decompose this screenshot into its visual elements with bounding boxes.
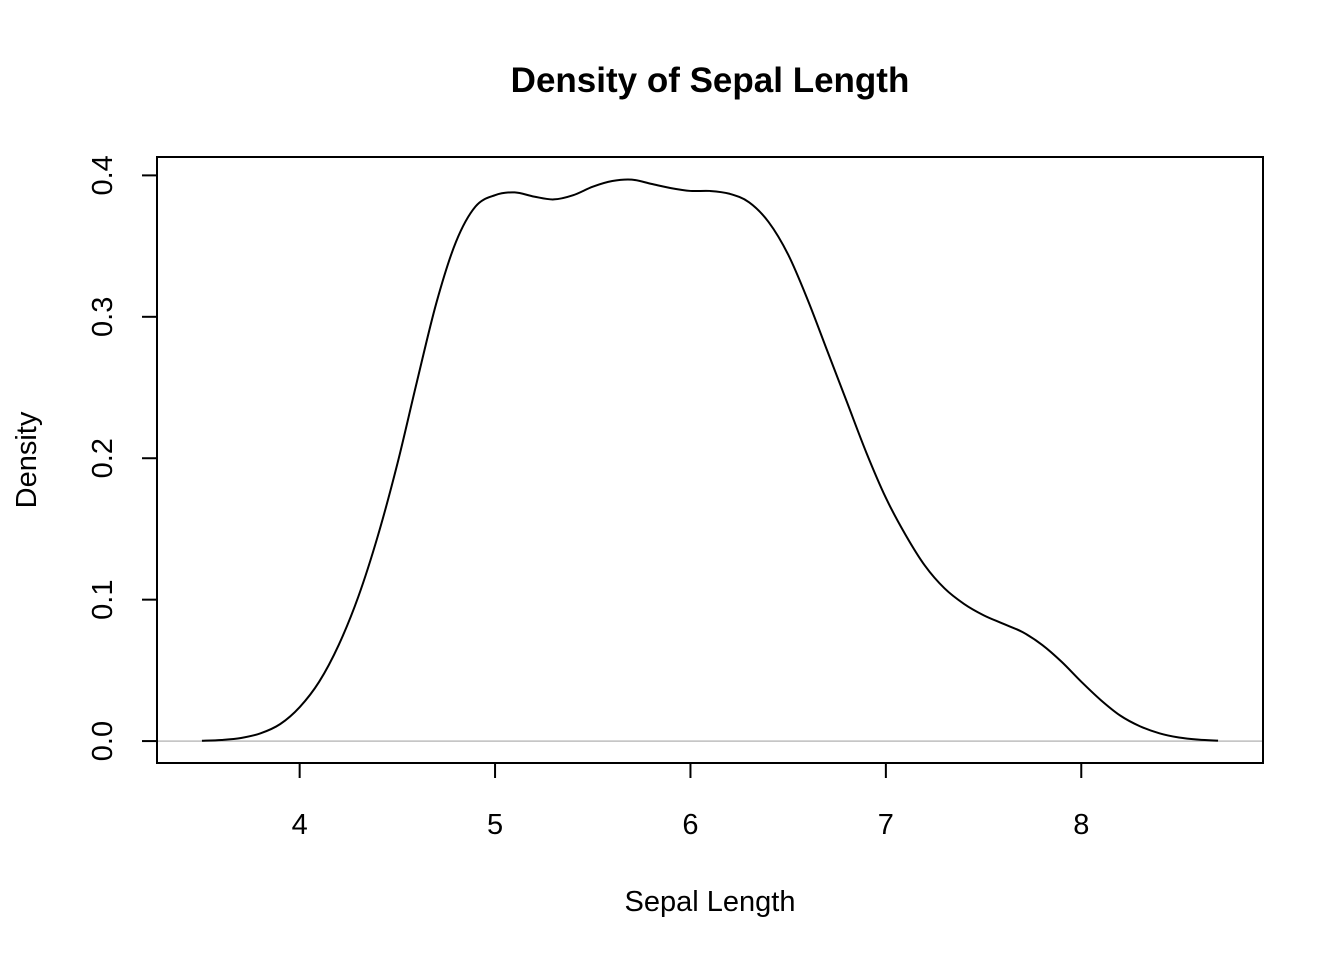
chart-title: Density of Sepal Length	[511, 61, 910, 100]
x-tick-label: 6	[682, 809, 698, 841]
y-tick-label: 0.0	[87, 721, 119, 761]
y-tick-label: 0.2	[87, 438, 119, 478]
x-tick-label: 5	[487, 809, 503, 841]
x-tick-label: 4	[292, 809, 308, 841]
y-tick-label: 0.1	[87, 579, 119, 619]
x-axis: 4 5 6 7 8	[292, 762, 1089, 841]
y-axis: 0.0 0.1 0.2 0.3 0.4	[87, 155, 158, 761]
y-tick-label: 0.4	[87, 155, 119, 195]
x-axis-label: Sepal Length	[625, 886, 796, 918]
y-axis-label: Density	[11, 411, 43, 508]
density-curve	[201, 178, 1219, 742]
x-tick-label: 8	[1073, 809, 1089, 841]
plot-area	[157, 178, 1263, 742]
y-tick-label: 0.3	[87, 297, 119, 337]
plot-frame	[156, 156, 1264, 764]
x-tick-label: 7	[878, 809, 894, 841]
